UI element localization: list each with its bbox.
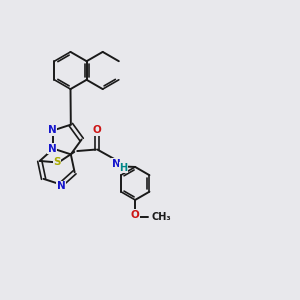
Text: N: N — [47, 125, 56, 135]
Text: N: N — [57, 181, 65, 191]
Text: H: H — [119, 163, 127, 172]
Text: O: O — [131, 210, 140, 220]
Text: S: S — [53, 158, 61, 167]
Text: N: N — [112, 159, 121, 169]
Text: CH₃: CH₃ — [152, 212, 171, 222]
Text: N: N — [47, 144, 56, 154]
Text: O: O — [93, 125, 102, 135]
